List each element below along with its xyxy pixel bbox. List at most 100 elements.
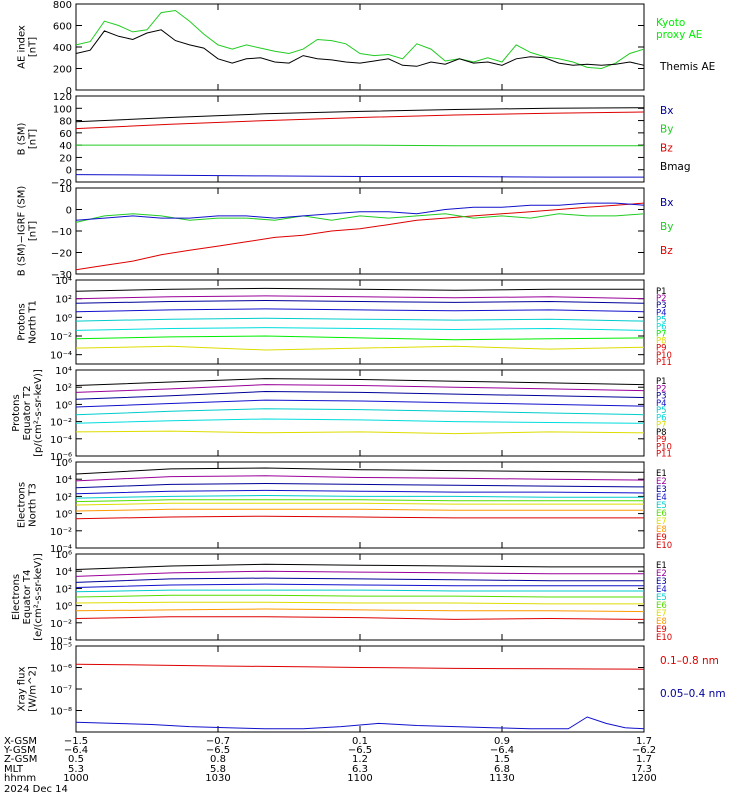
legend-entry: E1: [656, 469, 667, 479]
y-tick-label: −20: [51, 249, 72, 260]
y-tick-label: 10⁶: [55, 550, 72, 561]
y-tick-label: 10⁴: [55, 276, 72, 287]
y-tick-label: 10⁻⁶: [50, 664, 72, 675]
legend-entry: P3: [656, 301, 667, 311]
legend-entry: P4: [656, 308, 667, 318]
y-tick-label: 10⁶: [55, 458, 72, 469]
y-axis-title: Equator T4: [22, 570, 33, 625]
y-tick-label: 10²: [55, 383, 72, 394]
y-tick-label: 10⁻⁴: [50, 351, 72, 362]
y-tick-label: 10⁰: [55, 602, 72, 613]
legend-entry: Bz: [660, 245, 673, 257]
y-tick-label: 10⁻⁸: [50, 707, 72, 718]
legend-entry: P9: [656, 344, 667, 354]
y-tick-label: 100: [53, 104, 72, 115]
series-line-p1: [75, 287, 644, 292]
legend-entry: E10: [656, 541, 672, 551]
legend-entry: E3: [656, 485, 667, 495]
legend-entry: P8: [656, 428, 667, 438]
series-line-e4: [75, 583, 644, 588]
y-tick-label: 10⁻⁷: [50, 685, 72, 696]
ephemeris-value: −1.5: [64, 736, 88, 747]
legend-entry: P5: [656, 315, 667, 325]
y-tick-label: 10²: [55, 295, 72, 306]
ephemeris-row-label: MLT: [4, 764, 24, 775]
series-line-e6: [75, 594, 644, 598]
series-line-p4: [75, 399, 645, 408]
series-line-e8: [75, 508, 644, 512]
panel-frame-bigrf: [75, 187, 645, 275]
series-line-e1: [75, 467, 645, 475]
ephemeris-date: 2024 Dec 14: [4, 784, 68, 795]
series-line-p4: [75, 308, 645, 313]
series-line-e2: [75, 570, 644, 577]
y-tick-label: −10: [51, 227, 72, 238]
legend-entry: Bz: [660, 142, 673, 154]
y-tick-label: 10⁴: [55, 366, 72, 377]
ephemeris-value: 6.8: [494, 764, 510, 775]
ephemeris-value: −6.5: [348, 745, 372, 756]
legend-entry: E2: [656, 477, 667, 487]
legend-entry: E4: [656, 493, 667, 503]
y-axis-title: Xray flux: [17, 667, 28, 712]
y-tick-label: 0: [66, 166, 72, 177]
legend-entry: E9: [656, 625, 667, 635]
legend-entry: E1: [656, 561, 667, 571]
ephemeris-value: −6.4: [490, 745, 514, 756]
series-line-e5: [75, 589, 644, 593]
y-axis-title: [e/(cm²-s-sr-keV)]: [33, 553, 44, 641]
y-axis-title: B (SM): [17, 122, 28, 155]
panel-frame-p1: [75, 279, 645, 365]
y-axis-title: North T3: [28, 483, 39, 527]
y-axis-title: Protons: [11, 394, 22, 431]
legend-entry: P11: [656, 450, 672, 460]
series-line-e6: [75, 499, 644, 503]
series-line-p1: [75, 378, 645, 386]
ephemeris-row-label: Y-GSM: [3, 745, 36, 756]
legend-entry: P2: [656, 294, 667, 304]
series-line-bmag: [75, 107, 645, 123]
y-axis-title: [p/(cm²-s-sr-keV)]: [33, 369, 44, 457]
ephemeris-value: 1000: [63, 773, 88, 784]
y-tick-label: 10⁻²: [50, 418, 72, 429]
ephemeris-row-label: X-GSM: [4, 736, 37, 747]
ephemeris-value: 0.9: [494, 736, 510, 747]
series-line-p6: [75, 327, 645, 331]
ephemeris-value: 0.1: [352, 736, 368, 747]
ephemeris-value: −6.4: [64, 745, 88, 756]
legend-entry: By: [660, 221, 673, 233]
series-line-p3: [75, 299, 645, 304]
legend-entry: 0.05–0.4 nm: [660, 688, 726, 700]
y-axis-title: [nT]: [28, 221, 39, 241]
legend-entry: E7: [656, 517, 667, 527]
y-tick-label: 10⁴: [55, 567, 72, 578]
y-axis-title: North T1: [28, 300, 39, 344]
series-line-0-1-0-8-nm: [75, 663, 645, 670]
y-axis-title: AE index: [17, 25, 28, 69]
y-axis-title: [W/m^2]: [28, 666, 39, 712]
legend-entry: E6: [656, 509, 667, 519]
legend-entry: E9: [656, 533, 667, 543]
ephemeris-row-label: Z-GSM: [4, 754, 37, 765]
series-line-p5: [75, 408, 645, 416]
series-line-e5: [75, 494, 644, 499]
series-line-p5: [75, 317, 645, 322]
legend-entry: E8: [656, 617, 667, 627]
legend-entry: P6: [656, 413, 667, 423]
ephemeris-value: 1.7: [636, 754, 652, 765]
legend-entry: P1: [656, 377, 667, 387]
legend-entry: Kyoto: [656, 17, 685, 29]
ephemeris-value: 1.5: [494, 754, 510, 765]
y-axis-title: Electrons: [17, 482, 28, 528]
series-line-p6: [75, 418, 645, 424]
series-line-kyoto-proxy-ae: [75, 9, 645, 70]
panel-frame-xray: [75, 645, 645, 733]
y-axis-title: Protons: [17, 303, 28, 340]
y-axis-title: [nT]: [28, 37, 39, 57]
legend-entry: E5: [656, 593, 667, 603]
series-line-bz: [75, 111, 645, 130]
legend-entry: Themis AE: [659, 61, 715, 73]
legend-entry: P7: [656, 421, 667, 431]
series-line-e4: [75, 489, 645, 495]
